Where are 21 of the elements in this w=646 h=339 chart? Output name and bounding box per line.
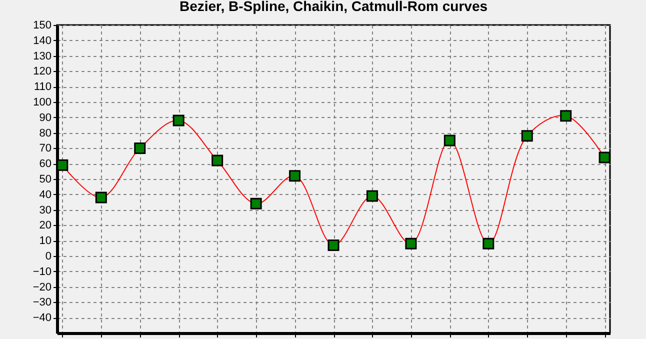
y-tick-label: 140 [33,34,52,47]
chart-title: Bezier, B-Spline, Chaikin, Catmull-Rom curves [179,0,488,14]
y-tick-label: 110 [34,81,52,94]
y-tick-label: −20 [32,281,52,294]
y-tick-label: 150 [33,20,52,32]
y-tick-label: 70 [39,142,52,155]
y-tick-label: −30 [32,296,52,309]
y-tick-label: 130 [33,50,52,62]
y-tick-label: 90 [39,112,52,124]
y-tick-label: 10 [39,235,52,248]
y-tick-label: 30 [39,204,52,216]
y-tick-label: 80 [39,127,52,140]
y-tick-label: 60 [39,158,52,170]
y-tick-label: 100 [33,96,52,108]
y-tick-label: 50 [39,174,52,186]
y-tick-label: −10 [32,266,52,278]
y-tick-label: −40 [32,312,52,324]
y-tick-label: 20 [39,220,52,232]
y-tick-label: 120 [33,66,52,78]
y-tick-label: 40 [39,188,52,201]
y-tick-label: 0 [45,250,52,262]
